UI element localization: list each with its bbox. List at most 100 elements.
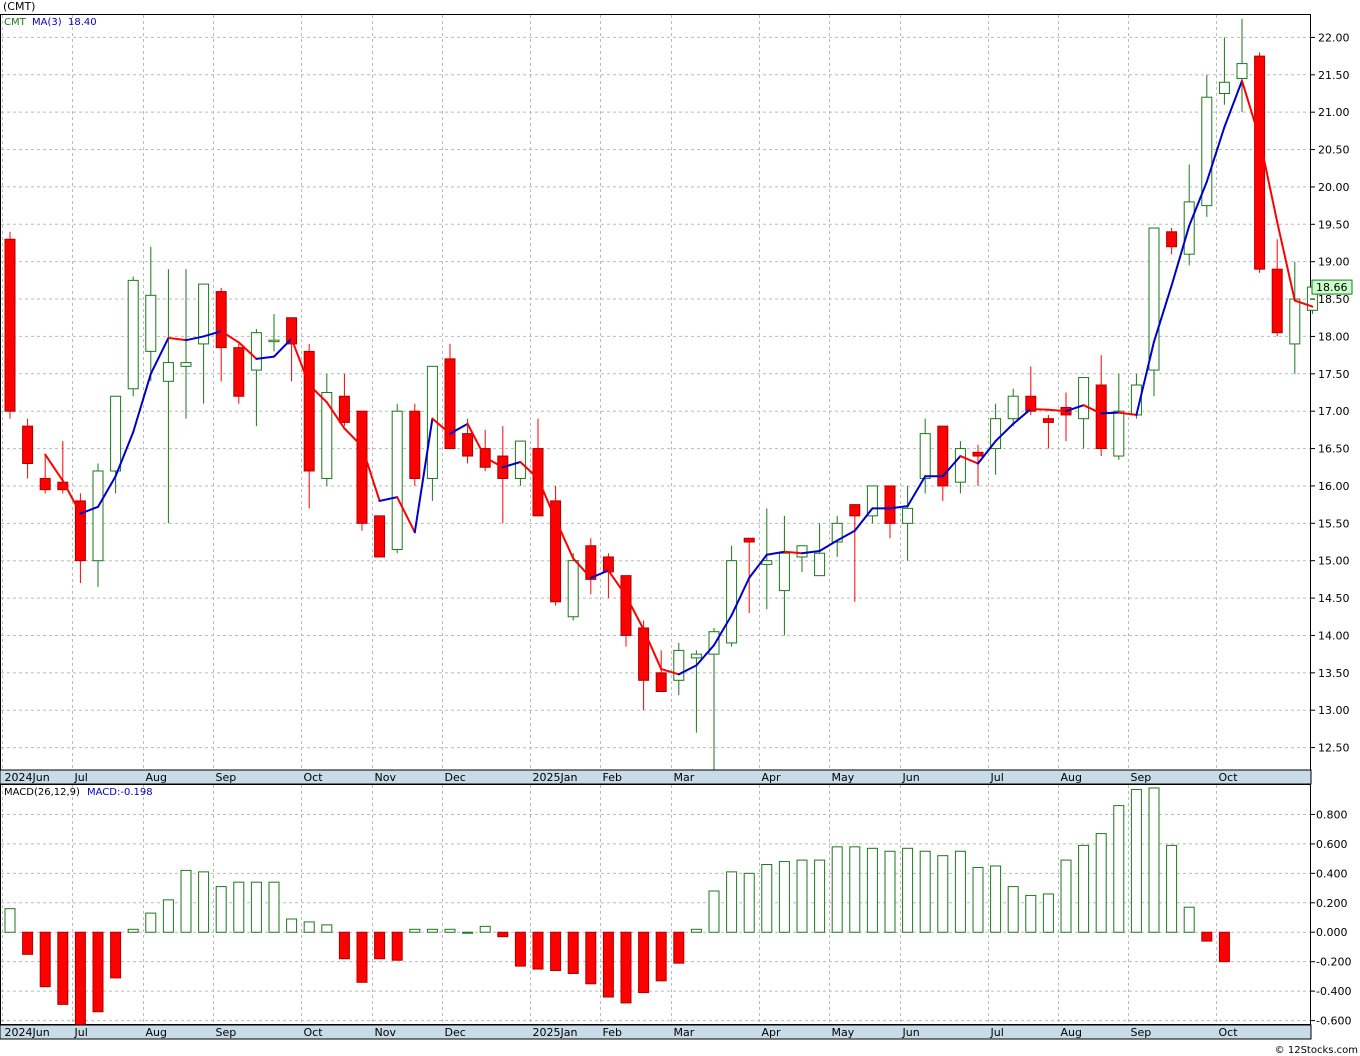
ma3-segment — [1012, 407, 1032, 425]
candle-body — [954, 448, 966, 483]
ma3-segment — [290, 337, 311, 387]
candle-body — [726, 560, 738, 644]
ma3-segment — [343, 427, 363, 448]
macd-bar — [127, 928, 139, 933]
candle-body — [743, 537, 755, 543]
ma3-segment — [114, 431, 135, 478]
macd-bar — [743, 872, 755, 933]
ma3-segment — [431, 417, 451, 435]
macd-bar — [1130, 788, 1142, 933]
ma3-segment — [836, 529, 856, 542]
ma3-segment — [941, 455, 962, 478]
macd-bar — [233, 881, 245, 933]
candle-body — [180, 362, 192, 367]
ma3-segment — [607, 569, 627, 597]
candle-body — [39, 477, 51, 491]
ma3-segment — [572, 557, 592, 579]
macd-bar — [444, 928, 456, 933]
macd-tick-label: -0.600 — [1316, 1015, 1351, 1028]
candle-body — [814, 552, 826, 577]
macd-bar — [1007, 886, 1019, 933]
candle-body — [74, 500, 86, 562]
macd-bar — [162, 899, 174, 933]
x-axis-label: Jun — [902, 1026, 920, 1039]
ma3-segment — [185, 335, 205, 342]
ma3-segment — [396, 496, 416, 534]
candle-body — [233, 347, 245, 397]
ma3-segment — [906, 475, 927, 508]
ma3-segment — [97, 475, 117, 508]
x-axis-label: Jul — [990, 771, 1004, 784]
x-axis-label: Feb — [603, 771, 622, 784]
ma3-segment — [801, 549, 821, 555]
ma3-segment — [959, 455, 979, 465]
price-legend-ma-value: 18.40 — [68, 17, 97, 28]
ma3-segment — [642, 628, 663, 671]
x-axis-label: Jun — [902, 771, 920, 784]
macd-bar — [778, 861, 790, 933]
macd-bar — [602, 931, 614, 998]
ma3-segment — [361, 445, 381, 502]
macd-bar — [145, 912, 157, 933]
candle-body — [866, 485, 878, 517]
x-axis-label: Jul — [74, 1026, 88, 1039]
macd-tick-label: 0.200 — [1316, 897, 1348, 910]
ma3-segment — [220, 330, 240, 344]
x-axis-label: Aug — [146, 1026, 167, 1039]
ma3-segment — [994, 422, 1015, 443]
candle-body — [338, 395, 350, 423]
x-axis-label: Dec — [445, 1026, 466, 1039]
candle-body — [356, 410, 368, 524]
macd-bar — [57, 931, 69, 1005]
ma3-segment — [378, 496, 399, 502]
candle-body — [778, 552, 790, 592]
macd-bar — [638, 931, 650, 994]
ma3-segment — [1047, 408, 1067, 413]
price-tick-label: 17.00 — [1318, 405, 1350, 418]
macd-bar — [884, 850, 896, 933]
x-axis-label: Apr — [762, 771, 782, 784]
candle-body — [1042, 418, 1054, 423]
current-price-label: 18.66 — [1316, 281, 1348, 294]
ma3-segment — [713, 614, 733, 647]
price-tick-label: 14.50 — [1318, 592, 1350, 605]
ma3-segment — [765, 550, 786, 556]
ma3-segment — [449, 422, 469, 435]
macd-bar — [338, 931, 350, 960]
macd-bar — [497, 931, 509, 938]
candle-body — [1254, 55, 1266, 270]
macd-bar — [585, 931, 597, 985]
candle-body — [567, 560, 579, 618]
macd-bar — [690, 928, 702, 933]
price-tick-label: 13.00 — [1318, 704, 1350, 717]
macd-bar — [937, 855, 949, 933]
macd-bar — [550, 931, 562, 972]
candle-body — [1218, 81, 1230, 94]
ma3-segment — [589, 569, 610, 579]
price-tick-label: 17.50 — [1318, 368, 1350, 381]
x-axis-label: Nov — [375, 1026, 397, 1039]
candle-body — [374, 515, 386, 558]
macd-bar — [268, 881, 280, 933]
macd-bar — [1166, 844, 1178, 933]
x-axis-label: Jul — [74, 771, 88, 784]
x-axis-label: Sep — [216, 1026, 237, 1039]
x-axis-label: Apr — [762, 1026, 782, 1039]
candle-body — [937, 425, 949, 487]
ma3-segment — [273, 337, 293, 358]
footer-credit: © 12Stocks.com — [1275, 1045, 1358, 1056]
candle-body — [268, 339, 280, 343]
candle-body — [514, 440, 526, 479]
x-axis-label: Sep — [1131, 771, 1152, 784]
macd-bar — [110, 931, 122, 979]
candle-body — [902, 507, 914, 524]
x-axis-label: Sep — [216, 771, 237, 784]
chart-title: (CMT) — [3, 0, 35, 13]
ma3-segment — [237, 341, 258, 360]
candle-body — [585, 545, 597, 580]
ma3-segment — [255, 355, 275, 360]
candle-body — [972, 451, 984, 457]
x-axis-label: Oct — [1219, 771, 1239, 784]
macd-bar — [74, 931, 86, 1027]
macd-bar — [1095, 833, 1107, 933]
